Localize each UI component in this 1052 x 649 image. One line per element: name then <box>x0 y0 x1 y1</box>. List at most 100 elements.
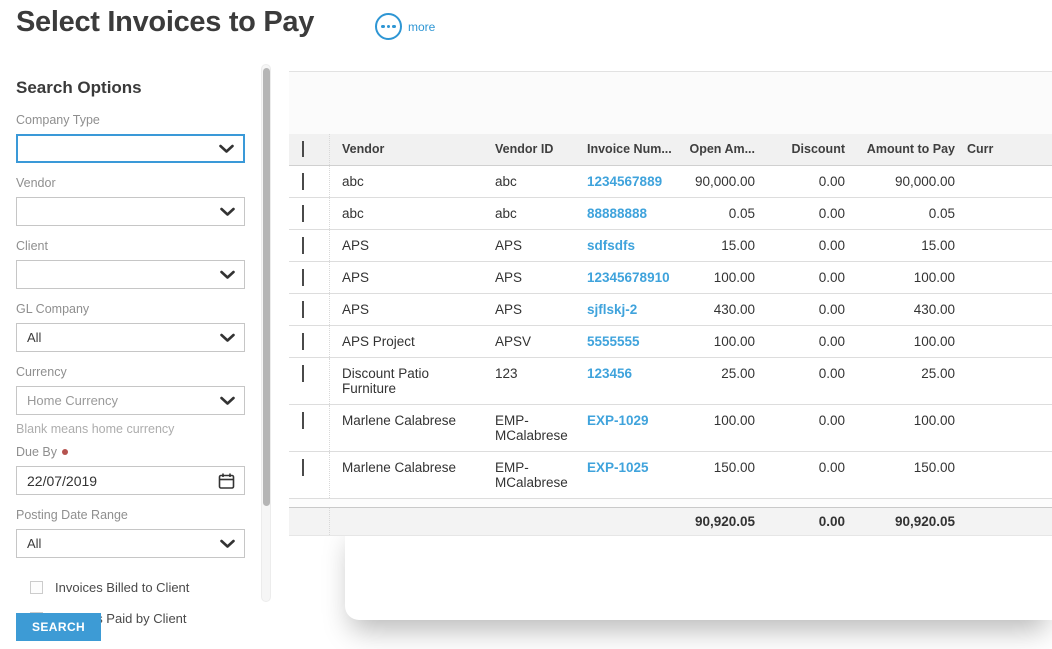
search-button[interactable]: SEARCH <box>16 613 102 641</box>
invoice-number-cell: 1234567889 <box>586 166 686 197</box>
row-checkbox[interactable] <box>302 365 304 382</box>
vendor-id-cell: APS <box>495 238 523 253</box>
row-checkbox-cell <box>289 358 330 404</box>
field-due-by: Due By <box>16 445 245 495</box>
posting-date-range-select[interactable]: All <box>16 529 245 558</box>
field-client: Client <box>16 239 245 289</box>
row-checkbox[interactable] <box>302 459 304 476</box>
gl-company-value: All <box>27 330 42 345</box>
vendor-cell: APS <box>342 238 370 253</box>
invoice-number-cell: 12345678910 <box>586 262 686 293</box>
currency-cell <box>955 405 1052 421</box>
calendar-icon[interactable] <box>218 472 235 489</box>
invoice-number-link[interactable]: 88888888 <box>587 206 648 221</box>
invoice-number-cell: 5555555 <box>586 326 686 357</box>
col-header-vendor-id[interactable]: Vendor ID <box>495 142 554 156</box>
amount-to-pay-cell: 150.00 <box>913 460 955 475</box>
discount-cell: 0.00 <box>818 302 845 317</box>
invoices-billed-to-client-checkbox[interactable] <box>30 581 43 594</box>
invoice-number-link[interactable]: sjflskj-2 <box>587 302 638 317</box>
discount-cell: 0.00 <box>818 413 845 428</box>
row-checkbox[interactable] <box>302 301 304 318</box>
col-header-discount[interactable]: Discount <box>791 142 845 156</box>
row-checkbox[interactable] <box>302 269 304 286</box>
company-type-select[interactable] <box>16 134 245 163</box>
open-amount-cell: 100.00 <box>713 334 755 349</box>
currency-label: Currency <box>16 365 67 379</box>
chevron-down-icon <box>220 270 235 279</box>
discount-cell: 0.00 <box>818 270 845 285</box>
currency-select[interactable]: Home Currency <box>16 386 245 415</box>
col-header-invoice-number[interactable]: Invoice Num... <box>587 142 672 156</box>
chevron-down-icon <box>220 207 235 216</box>
invoice-number-link[interactable]: 5555555 <box>587 334 640 349</box>
field-vendor: Vendor <box>16 176 245 226</box>
row-checkbox[interactable] <box>302 173 304 190</box>
invoice-grid-panel: Vendor Vendor ID Invoice Num... Open Am.… <box>289 71 1052 536</box>
invoice-number-link[interactable]: 1234567889 <box>587 174 663 189</box>
col-header-currency[interactable]: Curr <box>967 142 994 156</box>
row-checkbox-cell <box>289 326 330 357</box>
vendor-cell: Marlene Calabrese <box>342 413 457 428</box>
row-checkbox-cell <box>289 262 330 293</box>
invoice-number-link[interactable]: EXP-1029 <box>587 413 649 428</box>
ellipsis-circle-icon[interactable] <box>375 13 402 40</box>
invoice-row: abc abc 1234567889 90,000.00 0.00 90,000… <box>289 166 1052 198</box>
row-checkbox[interactable] <box>302 237 304 254</box>
currency-cell <box>955 326 1052 342</box>
search-options-panel: Search Options Company Type Vendor Clien… <box>16 78 245 642</box>
vendor-id-cell: EMP-MCalabrese <box>495 460 568 490</box>
invoice-number-link[interactable]: EXP-1025 <box>587 460 649 475</box>
currency-cell <box>955 452 1052 468</box>
chevron-down-icon <box>220 333 235 342</box>
company-type-label: Company Type <box>16 113 100 127</box>
invoices-billed-to-client-checkbox-row[interactable]: Invoices Billed to Client <box>30 580 245 595</box>
invoice-number-cell: 123456 <box>586 358 686 389</box>
sidebar-scrollbar-thumb[interactable] <box>262 68 270 506</box>
gl-company-select[interactable]: All <box>16 323 245 352</box>
vendor-id-cell: APS <box>495 302 523 317</box>
invoice-number-link[interactable]: 123456 <box>587 366 633 381</box>
more-button-label[interactable]: more <box>408 19 436 34</box>
open-amount-cell: 0.05 <box>728 206 755 221</box>
amount-to-pay-cell: 25.00 <box>921 366 955 381</box>
invoice-row: APS APS 12345678910 100.00 0.00 100.00 <box>289 262 1052 294</box>
select-all-checkbox[interactable] <box>302 141 304 157</box>
invoice-row: APS Project APSV 5555555 100.00 0.00 100… <box>289 326 1052 358</box>
discount-cell: 0.00 <box>818 174 845 189</box>
row-checkbox[interactable] <box>302 412 304 429</box>
currency-cell <box>955 262 1052 278</box>
client-select[interactable] <box>16 260 245 289</box>
discount-cell: 0.00 <box>818 460 845 475</box>
totals-checkbox-cell <box>289 508 330 535</box>
due-by-input[interactable] <box>27 472 214 489</box>
col-header-vendor[interactable]: Vendor <box>342 142 385 156</box>
grid-header-row: Vendor Vendor ID Invoice Num... Open Am.… <box>289 134 1052 166</box>
panel-bottom-shadow <box>345 520 1052 620</box>
sidebar-scrollbar[interactable] <box>261 64 271 602</box>
currency-cell <box>955 166 1052 182</box>
col-header-open-amount[interactable]: Open Am... <box>689 142 755 156</box>
grid-toolbar-band <box>289 72 1052 134</box>
row-checkbox-cell <box>289 294 330 325</box>
posting-date-range-value: All <box>27 536 42 551</box>
invoice-number-cell: sjflskj-2 <box>586 294 686 325</box>
amount-to-pay-cell: 0.05 <box>928 206 955 221</box>
field-currency: Currency Home Currency <box>16 365 245 415</box>
total-amount-to-pay: 90,920.05 <box>894 514 955 529</box>
due-by-label: Due By <box>16 445 57 459</box>
vendor-cell: Marlene Calabrese <box>342 460 457 475</box>
field-gl-company: GL Company All <box>16 302 245 352</box>
row-checkbox-cell <box>289 166 330 197</box>
invoices-billed-to-client-label: Invoices Billed to Client <box>55 580 190 595</box>
more-button[interactable]: more <box>375 13 435 40</box>
due-by-date-field[interactable] <box>16 466 245 495</box>
row-checkbox[interactable] <box>302 205 304 222</box>
invoice-number-link[interactable]: sdfsdfs <box>587 238 636 253</box>
amount-to-pay-cell: 100.00 <box>913 334 955 349</box>
row-checkbox[interactable] <box>302 333 304 350</box>
col-header-amount-to-pay[interactable]: Amount to Pay <box>866 142 955 156</box>
invoice-number-link[interactable]: 12345678910 <box>587 270 670 285</box>
vendor-id-cell: abc <box>495 174 517 189</box>
vendor-select[interactable] <box>16 197 245 226</box>
